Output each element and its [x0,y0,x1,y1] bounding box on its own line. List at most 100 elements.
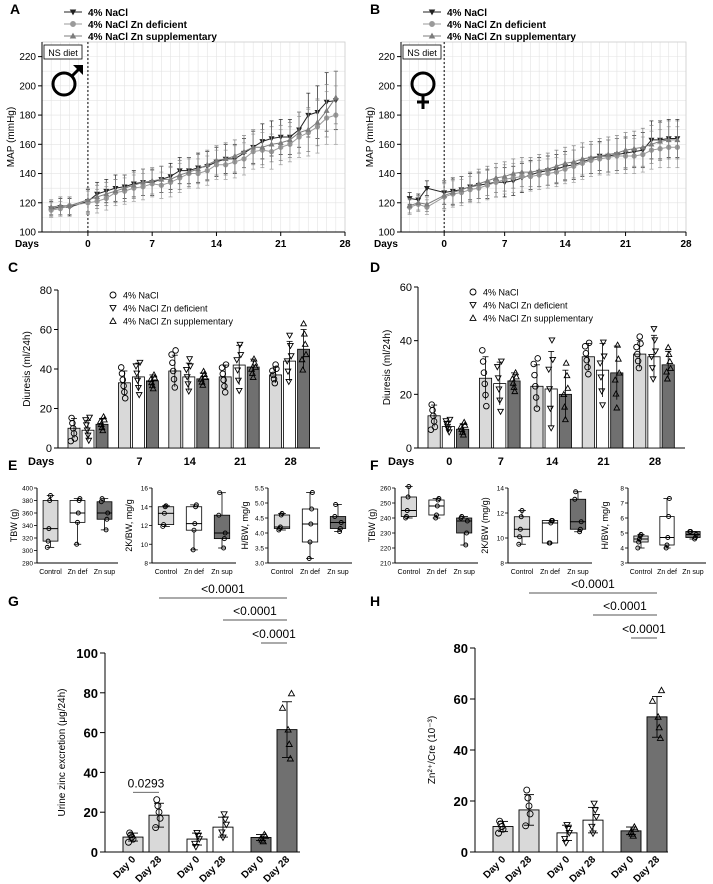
x-tick-label: 7 [498,456,504,468]
x-tick-label: Zn sup [94,569,116,576]
data-point [657,138,664,144]
x-tick-label: Day 28 [568,854,599,884]
y-tick-label: 230 [380,531,391,538]
data-point [98,499,104,505]
y-tick-label: 7 [620,501,624,508]
x-tick-label: Control [630,569,653,576]
data-point [548,337,556,344]
data-point [305,126,312,132]
data-point [496,397,504,405]
data-point [309,506,315,512]
y-tick-label: 220 [378,52,395,63]
legend-marker [109,317,117,324]
data-point [82,422,90,429]
data-point [480,369,488,376]
y-tick-label: 220 [380,546,391,553]
data-point [403,514,409,519]
x-tick-label: 28 [284,456,296,468]
data-point [133,370,141,378]
y-tick-label: 4 [620,546,624,553]
x-tick-label: Zn def [540,569,560,576]
data-point [105,510,111,516]
y-tick-label: 40 [454,743,468,758]
x-tick-label: 14 [211,239,223,250]
legend-marker [109,291,117,299]
data-point [221,389,229,396]
legend-label: 4% NaCl [123,291,159,301]
data-point [285,378,293,386]
data-point [665,136,672,143]
data-point [287,689,296,697]
x-tick-label: 28 [339,239,351,250]
data-point [82,417,90,424]
data-point [415,199,422,205]
data-point [332,514,338,519]
data-point [564,384,572,391]
legend-label: 4% NaCl Zn supplementary [447,32,576,43]
data-point [135,392,143,399]
legend-label: 4% NaCl Zn supplementary [88,32,217,43]
data-point [532,383,539,390]
panel-letter: B [370,1,380,17]
legend-marker [429,21,435,27]
data-point [647,354,656,361]
female-symbol [410,71,436,97]
y-tick-label: 5.0 [255,501,264,508]
data-point [496,408,505,416]
y-tick-label: 80 [454,641,468,656]
data-point [524,794,532,802]
data-point [533,405,541,412]
data-point [314,119,321,125]
data-point [252,363,260,370]
data-point [272,361,279,368]
data-point [436,496,442,501]
legend-marker [70,21,76,27]
box [569,498,587,530]
data-point [577,526,583,532]
data-point [170,375,178,383]
legend-label: 4% NaCl Zn deficient [447,20,547,31]
data-point [233,357,241,364]
data-point [648,697,657,704]
data-point [663,545,669,551]
legend-label: 4% NaCl Zn supplementary [123,317,234,327]
data-point [167,176,174,182]
data-point [648,365,656,372]
data-point [536,167,543,173]
data-point [283,358,291,365]
data-point [441,192,448,198]
y-tick-label: 8 [620,486,624,493]
y-axis-label: TBW (g) [9,509,19,543]
y-tick-label: 6 [620,516,624,523]
data-point [663,368,671,375]
data-point [221,536,227,542]
y-tick-label: 5.5 [255,486,264,493]
y-axis-label: Urine zinc excretion (μg/24h) [57,688,68,816]
data-point [218,829,226,837]
data-point [547,425,555,432]
legend-marker [469,288,477,296]
legend-marker [469,302,477,309]
x-tick-label: 14 [546,456,559,468]
series-line [409,146,678,208]
data-point [172,347,179,354]
data-point [517,526,523,532]
data-point [636,539,642,545]
data-point [57,202,64,208]
y-tick-label: 60 [40,325,52,337]
data-point [479,358,487,365]
data-point [636,536,642,542]
data-point [121,185,128,191]
data-point [259,837,268,845]
data-point [562,839,570,847]
data-point [323,107,330,113]
data-point [182,367,190,374]
x-tick-label: Control [39,569,62,576]
data-point [434,512,439,518]
data-point [599,339,607,347]
data-point [510,170,517,176]
y-tick-label: 4.0 [255,531,264,538]
data-point [84,432,92,440]
data-point [237,352,245,359]
